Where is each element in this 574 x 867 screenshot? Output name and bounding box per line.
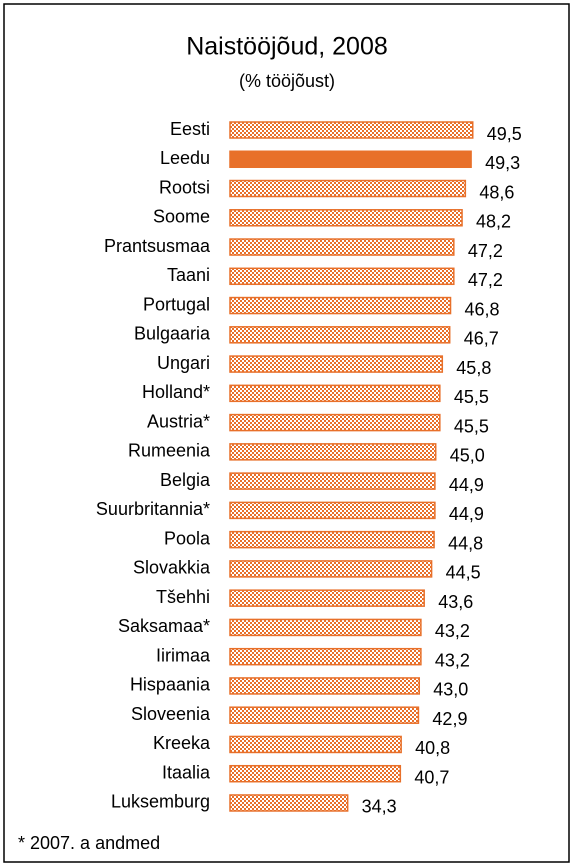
category-label: Itaalia [162, 762, 211, 782]
bar [229, 413, 441, 432]
bar [229, 735, 402, 754]
bar [229, 238, 455, 256]
value-label: 42,9 [432, 709, 467, 729]
category-label: Bulgaaria [134, 324, 211, 344]
bar [229, 443, 437, 461]
value-label: 48,6 [479, 182, 514, 202]
bar [229, 355, 444, 373]
category-label: Eesti [170, 119, 210, 139]
category-label: Ungari [157, 353, 210, 373]
category-label: Slovakkia [133, 558, 211, 578]
value-label: 45,5 [454, 416, 489, 436]
category-label: Portugal [143, 294, 210, 314]
chart-subtitle: (% tööjõust) [239, 71, 335, 91]
category-label: Sloveenia [131, 704, 211, 724]
category-label: Belgia [160, 470, 211, 490]
value-label: 43,6 [438, 592, 473, 612]
value-label: 43,2 [435, 650, 470, 670]
value-label: 47,2 [468, 241, 503, 261]
value-label: 45,0 [450, 446, 485, 466]
category-label: Taani [167, 265, 210, 285]
bar [229, 589, 425, 607]
category-label: Holland* [142, 382, 210, 402]
bar [229, 326, 451, 344]
value-label: 44,5 [446, 563, 481, 583]
category-label: Soome [153, 207, 210, 227]
category-label: Leedu [160, 148, 210, 168]
bar [229, 677, 421, 695]
bar [229, 296, 452, 315]
chart-title: Naistööjõud, 2008 [186, 33, 388, 61]
value-label: 43,2 [435, 621, 470, 641]
bar [229, 150, 472, 169]
bar [229, 560, 433, 578]
bar [229, 794, 349, 812]
bar [229, 530, 435, 549]
bar [229, 618, 422, 637]
value-label: 49,3 [485, 153, 520, 173]
value-label: 47,2 [468, 270, 503, 290]
value-label: 34,3 [362, 797, 397, 817]
category-label: Prantsusmaa [104, 236, 211, 256]
value-label: 45,5 [454, 387, 489, 407]
category-label: Rootsi [159, 177, 210, 197]
category-label: Hispaania [130, 675, 211, 695]
value-label: 44,9 [449, 504, 484, 524]
bar [229, 384, 441, 403]
category-label: Kreeka [153, 733, 211, 753]
bar [229, 121, 474, 139]
bar [229, 647, 422, 666]
value-label: 44,9 [449, 475, 484, 495]
bar [229, 706, 420, 724]
value-label: 46,8 [465, 299, 500, 319]
value-label: 49,5 [487, 124, 522, 144]
category-label: Saksamaa* [118, 616, 210, 636]
category-label: Austria* [147, 411, 210, 431]
value-label: 43,0 [433, 680, 468, 700]
value-label: 40,8 [415, 738, 450, 758]
value-label: 40,7 [414, 767, 449, 787]
value-label: 45,8 [456, 358, 491, 378]
category-label: Suurbritannia* [96, 499, 210, 519]
bar [229, 179, 467, 198]
category-label: Luksemburg [111, 792, 210, 812]
value-label: 44,8 [448, 533, 483, 553]
bar [229, 501, 436, 520]
value-label: 48,2 [476, 212, 511, 232]
bar [229, 209, 463, 227]
category-label: Tšehhi [156, 587, 210, 607]
category-label: Iirimaa [156, 645, 211, 665]
value-label: 46,7 [464, 329, 499, 349]
footnote: * 2007. a andmed [18, 833, 160, 853]
bar [229, 764, 402, 783]
bar [229, 267, 455, 286]
category-label: Poola [164, 528, 211, 548]
category-label: Rumeenia [128, 441, 211, 461]
bar [229, 472, 436, 490]
